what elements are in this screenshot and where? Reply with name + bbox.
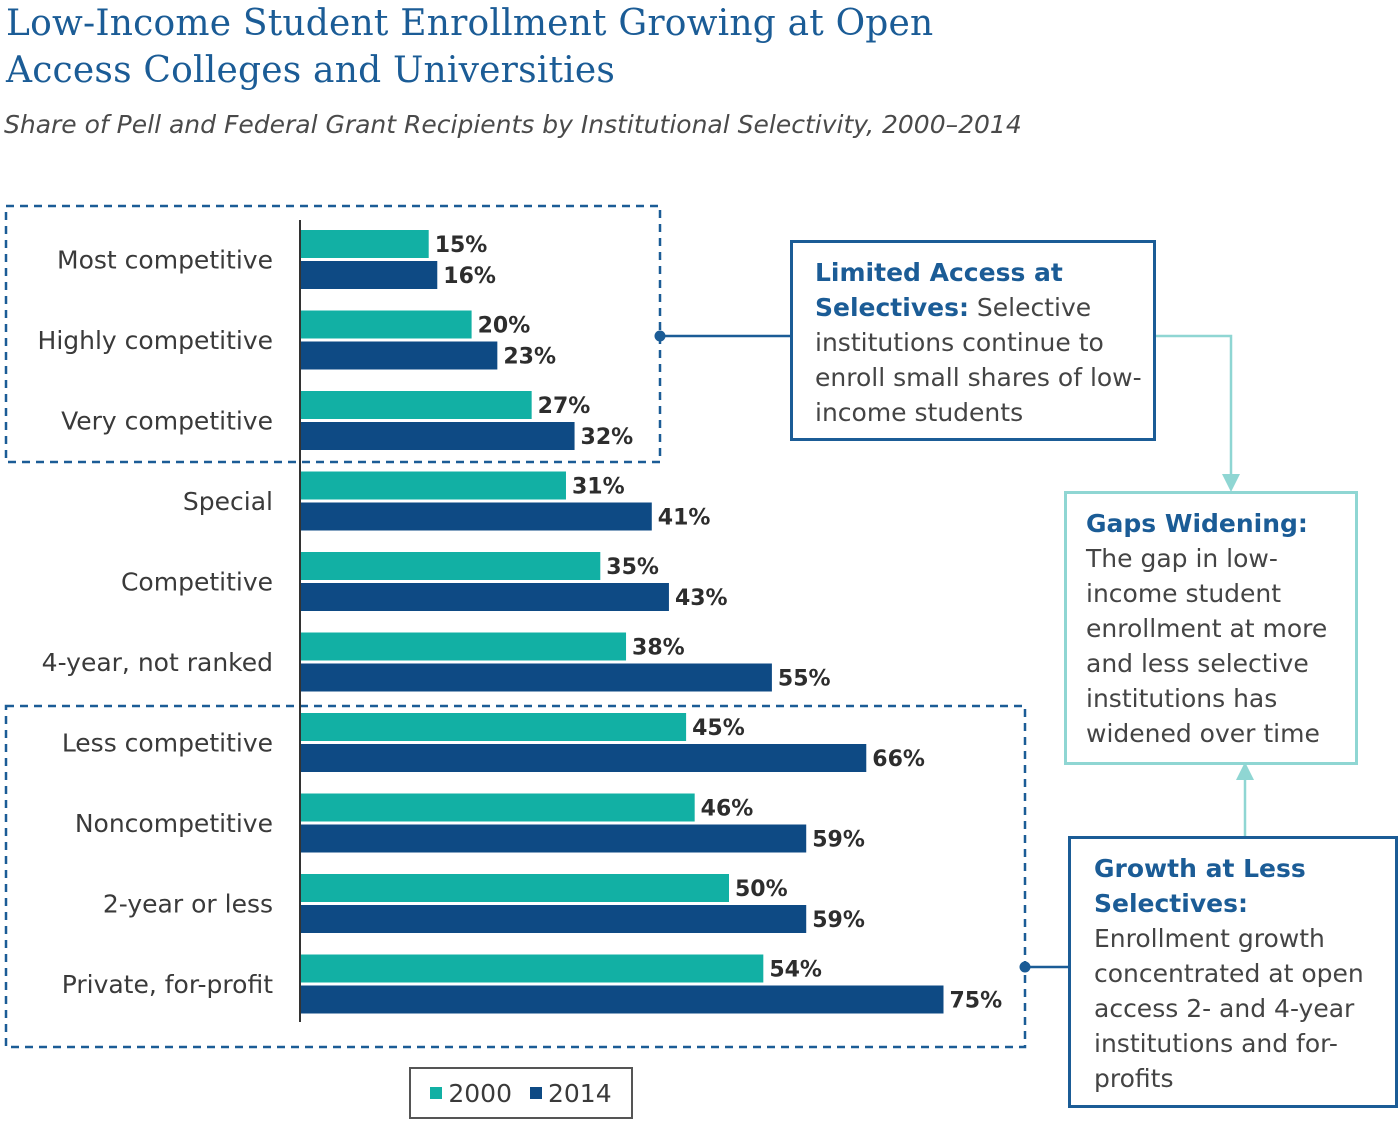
annotation-growth-less-selectives: Growth at Less Selectives: Enrollment gr… <box>1068 836 1398 1108</box>
legend-swatch-2000 <box>430 1087 443 1099</box>
arrowhead-down <box>1222 474 1240 492</box>
connector-limited-to-gaps <box>1155 334 1233 478</box>
value-label-noncompetitive-2014: 59% <box>812 828 865 853</box>
legend-swatch-2014 <box>530 1087 542 1099</box>
bar-4-year-not-ranked-2014 <box>300 663 772 692</box>
bar-very-competitive-2014 <box>300 422 575 450</box>
value-label-noncompetitive-2000: 46% <box>701 797 754 822</box>
bracket-less-selective <box>4 704 1027 1049</box>
chart-legend: 2000 2014 <box>409 1067 633 1119</box>
bar-special-2014 <box>300 502 652 531</box>
bar-highly-competitive-2014 <box>300 341 498 370</box>
category-label-special: Special <box>183 487 273 516</box>
bar-highly-competitive-2000 <box>300 310 472 339</box>
value-label-private-for-profit-2014: 75% <box>950 989 1003 1014</box>
annotation-gaps-widening: Gaps Widening: The gap in low-income stu… <box>1064 491 1358 765</box>
annotation-growth-body: Enrollment growth concentrated at open a… <box>1094 924 1364 1093</box>
value-label-most-competitive-2000: 15% <box>435 233 488 258</box>
value-label-2-year-or-less-2000: 50% <box>735 877 788 902</box>
category-label-very-competitive: Very competitive <box>61 407 273 436</box>
bracket-selective <box>4 204 662 464</box>
legend-label-2000: 2000 <box>448 1078 512 1108</box>
arrowhead-up <box>1236 762 1254 780</box>
annotation-gaps-widening-body: The gap in low-income student enrollment… <box>1086 544 1328 748</box>
bar-competitive-2014 <box>300 583 669 611</box>
category-label-competitive: Competitive <box>121 568 273 597</box>
value-label-very-competitive-2000: 27% <box>538 394 591 419</box>
connector-dot-growth <box>1019 961 1031 973</box>
value-label-highly-competitive-2014: 23% <box>503 345 556 370</box>
legend-label-2014: 2014 <box>548 1078 612 1108</box>
labels-group: 15% 16% Most competitive 20% 23% Highly compe… <box>38 233 1003 1014</box>
category-label-most-competitive: Most competitive <box>57 246 273 275</box>
value-label-most-competitive-2014: 16% <box>443 264 496 289</box>
annotation-limited-access-body: Selective institutions continue to enrol… <box>815 293 1142 427</box>
value-label-competitive-2000: 35% <box>606 555 659 580</box>
bar-less-competitive-2014 <box>300 744 867 772</box>
bar-2-year-or-less-2014 <box>300 905 807 933</box>
connector-dot-limited <box>654 330 666 342</box>
bar-very-competitive-2000 <box>300 391 532 419</box>
category-label-noncompetitive: Noncompetitive <box>75 809 273 838</box>
annotation-gaps-widening-heading: Gaps Widening: <box>1086 509 1308 538</box>
bar-4-year-not-ranked-2000 <box>300 632 627 661</box>
category-label-4-year-not-ranked: 4-year, not ranked <box>42 648 273 677</box>
value-label-highly-competitive-2000: 20% <box>478 314 531 339</box>
bar-competitive-2000 <box>300 552 601 580</box>
value-label-less-competitive-2000: 45% <box>692 716 745 741</box>
bar-noncompetitive-2000 <box>300 793 695 822</box>
category-label-less-competitive: Less competitive <box>62 729 273 758</box>
value-label-private-for-profit-2000: 54% <box>769 958 822 983</box>
category-label-2-year-or-less: 2-year or less <box>103 890 273 919</box>
value-label-very-competitive-2014: 32% <box>581 425 634 450</box>
bar-most-competitive-2014 <box>300 261 438 289</box>
annotation-limited-access: Limited Access at Selectives: Selective … <box>790 240 1156 441</box>
value-label-2-year-or-less-2014: 59% <box>812 908 865 933</box>
annotation-growth-heading: Growth at Less Selectives: <box>1094 854 1306 918</box>
value-label-4-year-not-ranked-2014: 55% <box>778 667 831 692</box>
value-label-special-2014: 41% <box>658 506 711 531</box>
bar-2-year-or-less-2000 <box>300 874 729 902</box>
legend-item-2014: 2014 <box>530 1079 612 1108</box>
category-label-highly-competitive: Highly competitive <box>38 326 273 355</box>
bar-noncompetitive-2014 <box>300 824 807 853</box>
value-label-competitive-2014: 43% <box>675 586 728 611</box>
value-label-less-competitive-2014: 66% <box>872 747 925 772</box>
chart-title: Low-Income Student Enrollment Growing at… <box>6 3 934 91</box>
category-label-private-for-profit: Private, for-profit <box>62 970 273 999</box>
bar-most-competitive-2000 <box>300 230 429 258</box>
bar-private-for-profit-2014 <box>300 985 944 1014</box>
bracket-group <box>4 204 1254 1049</box>
bar-private-for-profit-2000 <box>300 954 764 983</box>
bar-less-competitive-2000 <box>300 713 687 741</box>
annotation-limited-access-heading: Limited Access at Selectives: <box>815 258 1063 322</box>
bars-group <box>299 220 944 1022</box>
chart-subtitle: Share of Pell and Federal Grant Recipien… <box>4 110 1022 139</box>
legend-item-2000: 2000 <box>430 1079 512 1108</box>
bar-special-2000 <box>300 471 566 500</box>
value-label-special-2000: 31% <box>572 475 625 500</box>
value-label-4-year-not-ranked-2000: 38% <box>632 636 685 661</box>
